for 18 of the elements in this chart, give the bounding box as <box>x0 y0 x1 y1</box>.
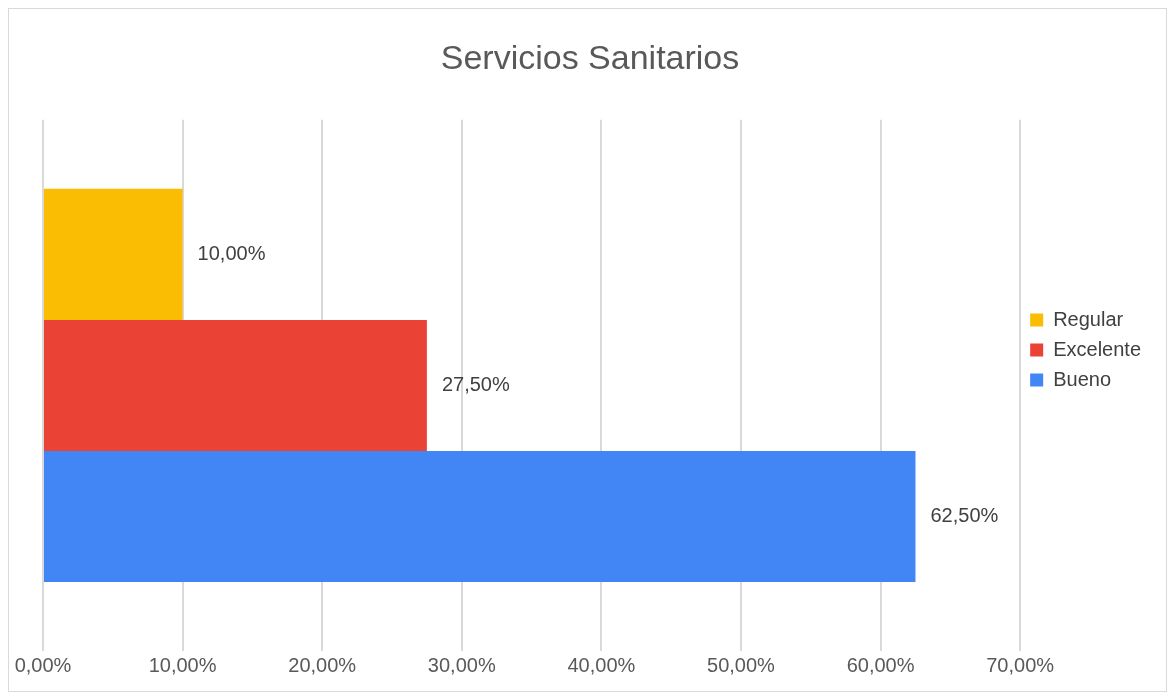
x-tick-label: 30,00% <box>427 653 496 676</box>
chart-title: Servicios Sanitarios <box>440 37 740 76</box>
x-tick-label: 20,00% <box>288 653 357 676</box>
legend-label: Bueno <box>1053 367 1112 390</box>
x-tick-label: 70,00% <box>986 653 1055 676</box>
data-label: 27,50% <box>441 372 510 395</box>
legend-label: Regular <box>1053 307 1124 330</box>
x-tick-label: 40,00% <box>567 653 636 676</box>
x-tick-label: 50,00% <box>707 653 776 676</box>
x-tick-label: 10,00% <box>148 653 217 676</box>
data-label: 62,50% <box>930 503 999 526</box>
x-tick-label: 0,00% <box>14 653 72 676</box>
data-label: 10,00% <box>197 241 266 264</box>
x-tick-label: 60,00% <box>846 653 915 676</box>
bar <box>44 450 916 582</box>
legend-label: Excelente <box>1053 337 1142 360</box>
bar <box>44 319 427 451</box>
bar <box>44 188 183 320</box>
